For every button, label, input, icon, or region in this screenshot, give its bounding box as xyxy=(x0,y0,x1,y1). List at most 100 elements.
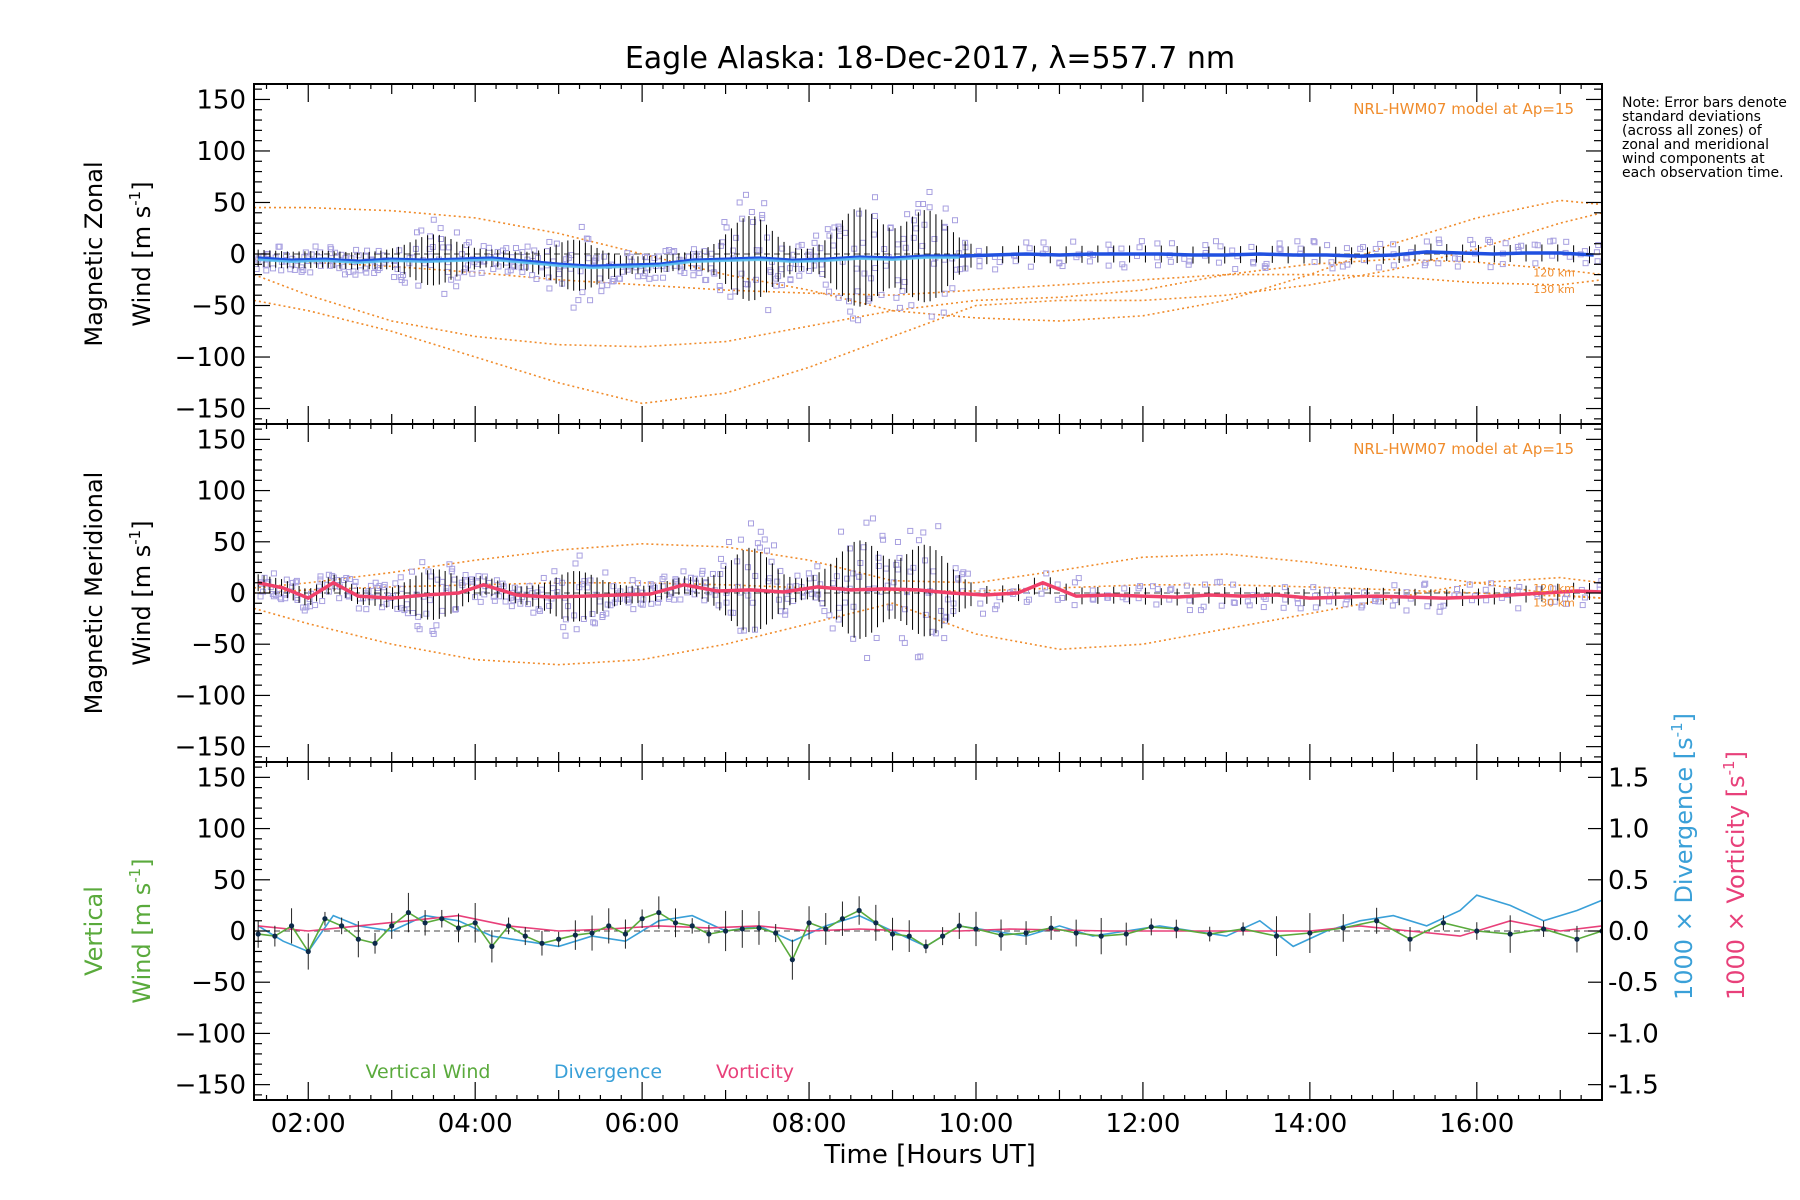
zone-point xyxy=(861,270,868,277)
zone-point xyxy=(908,302,915,309)
zone-point xyxy=(902,244,909,251)
zone-point xyxy=(430,630,437,637)
error-bar-note: Note: Error bars denote standard deviati… xyxy=(1622,95,1787,181)
model-label: NRL-HWM07 model at Ap=15 xyxy=(1353,100,1574,118)
vertical-wind-point xyxy=(1440,920,1447,926)
right-tick-label: -0.5 xyxy=(1608,968,1659,998)
zone-point xyxy=(1231,600,1238,607)
zone-point xyxy=(880,536,887,543)
vertical-wind-point xyxy=(756,925,762,931)
zone-point xyxy=(610,583,617,590)
zone-point xyxy=(1038,590,1045,597)
zone-point xyxy=(397,574,404,581)
zone-point xyxy=(317,262,324,269)
zonal-secondary-line xyxy=(258,256,960,270)
zone-point xyxy=(855,317,862,324)
vertical-wind-point xyxy=(455,925,462,931)
zone-point xyxy=(1547,599,1554,606)
vertical-wind-point xyxy=(589,930,595,936)
zone-point xyxy=(425,568,432,575)
zone-point xyxy=(491,597,498,604)
zone-point xyxy=(1483,597,1490,604)
zone-point xyxy=(1311,239,1318,246)
zone-point xyxy=(427,233,434,240)
zone-point xyxy=(835,294,842,301)
zone-point xyxy=(1107,246,1114,253)
x-tick-label: 14:00 xyxy=(1272,1109,1347,1139)
zone-point xyxy=(312,243,319,250)
model-curve-0 xyxy=(254,576,1602,666)
zone-point xyxy=(864,655,871,662)
zone-point xyxy=(1297,605,1304,612)
y-tick-label: −100 xyxy=(175,681,246,711)
zone-point xyxy=(850,635,857,642)
zone-point xyxy=(1040,239,1047,246)
zone-point xyxy=(691,591,698,598)
zone-point xyxy=(1514,243,1521,250)
zone-point xyxy=(289,583,296,590)
zone-point xyxy=(634,273,641,280)
zone-point xyxy=(1455,255,1462,262)
zone-point xyxy=(1324,242,1331,249)
zone-point xyxy=(1466,581,1473,588)
zone-point xyxy=(757,528,764,535)
zone-point xyxy=(1086,258,1093,265)
altitude-label: 120 km xyxy=(1533,582,1575,595)
vertical-wind-point xyxy=(1148,924,1154,930)
zone-point xyxy=(959,571,966,578)
x-axis-label: Time [Hours UT] xyxy=(823,1140,1036,1170)
zone-point xyxy=(461,269,468,276)
zone-point xyxy=(394,266,401,273)
zone-point xyxy=(669,249,676,256)
zone-point xyxy=(301,607,308,614)
zone-point xyxy=(1377,240,1384,247)
zone-point xyxy=(663,265,670,272)
zone-point xyxy=(850,570,857,577)
zone-point xyxy=(654,599,661,606)
zone-point xyxy=(1358,604,1365,611)
zone-point xyxy=(1186,258,1193,265)
zone-point xyxy=(902,606,909,613)
zone-point xyxy=(465,239,472,246)
zone-point xyxy=(699,567,706,574)
zone-point xyxy=(993,602,1000,609)
y-tick-label: 100 xyxy=(196,815,246,845)
zone-point xyxy=(928,313,935,320)
zone-point xyxy=(585,255,592,262)
zone-point xyxy=(325,588,332,595)
zone-point xyxy=(894,277,901,284)
zone-point xyxy=(278,596,285,603)
zone-point xyxy=(1118,245,1125,252)
vertical-wind-point xyxy=(940,933,946,939)
zone-point xyxy=(573,626,580,633)
zone-point xyxy=(336,265,343,272)
vertical-wind-point xyxy=(539,940,545,946)
zone-point xyxy=(1250,259,1257,266)
y-tick-label: 50 xyxy=(213,188,246,218)
zone-point xyxy=(1595,242,1602,249)
y-tick-label: 0 xyxy=(229,579,246,609)
zone-point xyxy=(814,563,821,570)
zone-point xyxy=(578,223,585,230)
zone-point xyxy=(900,235,907,242)
zone-point xyxy=(1217,243,1224,250)
zone-point xyxy=(826,288,833,295)
zone-point xyxy=(451,576,458,583)
zone-point xyxy=(587,297,594,304)
zone-point xyxy=(1197,607,1204,614)
zone-point xyxy=(581,578,588,585)
vertical-wind-point xyxy=(522,933,528,939)
zone-point xyxy=(1344,261,1351,268)
zone-point xyxy=(875,554,882,561)
zone-point xyxy=(546,285,553,292)
vertical-wind-point xyxy=(305,948,311,955)
vertical-wind-point xyxy=(1474,928,1480,934)
zone-point xyxy=(954,575,961,582)
zone-point xyxy=(1280,604,1287,611)
right-tick-label: 0.5 xyxy=(1608,866,1649,896)
model-curve-1 xyxy=(254,258,1602,348)
zone-point xyxy=(919,201,926,208)
zone-point xyxy=(418,227,425,234)
zone-point xyxy=(531,247,538,254)
